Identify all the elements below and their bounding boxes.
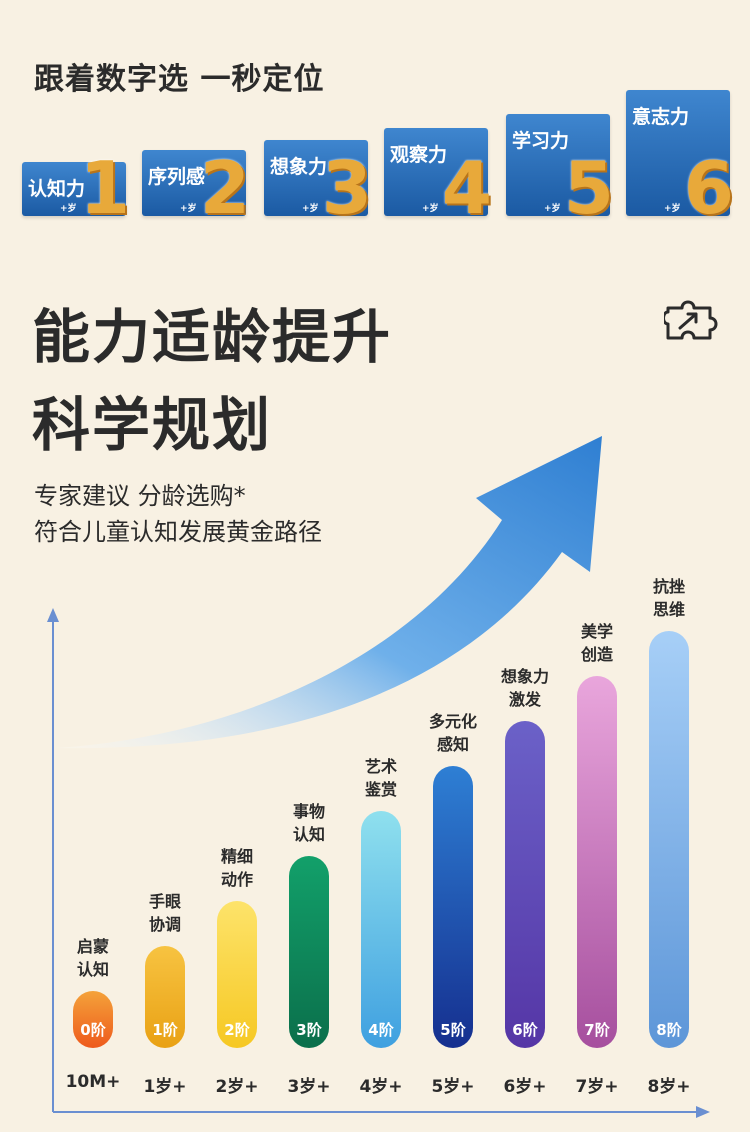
stage-label-line2: 激发 bbox=[508, 690, 541, 709]
badge-age: +岁 bbox=[664, 204, 681, 214]
stage-label-line1: 美学 bbox=[580, 622, 613, 641]
badge-age: +岁 bbox=[422, 204, 439, 214]
age-label: 8岁+ bbox=[647, 1077, 691, 1097]
stage-label: 多元化 感知 bbox=[413, 710, 493, 756]
stage-label: 事物 认知 bbox=[269, 800, 349, 846]
age-label: 3岁+ bbox=[287, 1077, 331, 1097]
subtitle-line2: 符合儿童认知发展黄金路径 bbox=[34, 518, 322, 546]
puzzle-icon bbox=[664, 300, 718, 340]
stage-label-line1: 抗挫 bbox=[652, 577, 685, 596]
badge-number: 1 bbox=[79, 146, 130, 230]
headline-line2: 科学规划 bbox=[32, 391, 273, 459]
age-badge-4: 观察力 +岁 4 bbox=[384, 128, 492, 224]
age-label: 2岁+ bbox=[215, 1077, 259, 1097]
stage-bar: 7阶 bbox=[577, 676, 617, 1048]
stage-bar: 6阶 bbox=[505, 721, 545, 1048]
badge-age: +岁 bbox=[544, 204, 561, 214]
stage-label-line1: 手眼 bbox=[148, 892, 181, 911]
age-badge-6: 意志力 +岁 6 bbox=[626, 90, 734, 224]
badge-number: 5 bbox=[563, 146, 614, 230]
stage-bar: 5阶 bbox=[433, 766, 473, 1048]
headline-line1: 能力适龄提升 bbox=[32, 303, 393, 371]
stage-bar: 8阶 bbox=[649, 631, 689, 1048]
x-axis-arrow bbox=[696, 1106, 710, 1118]
stage-label-line2: 认知 bbox=[292, 825, 325, 844]
badge-age: +岁 bbox=[60, 204, 77, 214]
stage-label-line2: 思维 bbox=[652, 600, 685, 619]
stage-label: 美学 创造 bbox=[557, 620, 637, 666]
stage-label-line2: 认知 bbox=[76, 960, 109, 979]
stage-label-line1: 想象力 bbox=[500, 667, 549, 686]
header-title: 跟着数字选 一秒定位 bbox=[34, 62, 325, 97]
subtitle-line1: 专家建议 分龄选购* bbox=[34, 482, 246, 510]
badge-number: 2 bbox=[199, 146, 250, 230]
stage-label-line2: 协调 bbox=[148, 915, 181, 934]
badge-label: 学习力 bbox=[512, 130, 570, 152]
stage-label-line2: 鉴赏 bbox=[364, 780, 397, 799]
badge-label: 意志力 bbox=[632, 106, 690, 128]
stage-number: 1阶 bbox=[152, 1021, 178, 1039]
badge-number: 4 bbox=[441, 146, 492, 230]
stage-bar: 2阶 bbox=[217, 901, 257, 1048]
stage-number: 4阶 bbox=[368, 1021, 394, 1039]
badge-label: 序列感 bbox=[148, 166, 206, 188]
badge-label: 想象力 bbox=[270, 156, 328, 178]
stage-number: 8阶 bbox=[656, 1021, 682, 1039]
stage-label: 精细 动作 bbox=[197, 845, 277, 891]
badge-number: 3 bbox=[321, 146, 372, 230]
badge-label: 观察力 bbox=[390, 144, 448, 166]
stage-label-line1: 事物 bbox=[292, 802, 325, 821]
age-badge-2: 序列感 +岁 2 bbox=[142, 150, 250, 224]
stage-number: 6阶 bbox=[512, 1021, 538, 1039]
stage-label-line1: 精细 bbox=[220, 847, 253, 866]
stage-label: 手眼 协调 bbox=[125, 890, 205, 936]
stage-label-line1: 启蒙 bbox=[76, 937, 109, 956]
age-badge-3: 想象力 +岁 3 bbox=[264, 140, 372, 224]
growth-arrow bbox=[56, 436, 602, 749]
stage-label-line1: 多元化 bbox=[428, 712, 477, 731]
badge-number: 6 bbox=[683, 146, 734, 230]
stage-number: 0阶 bbox=[80, 1021, 106, 1039]
stage-number: 5阶 bbox=[440, 1021, 466, 1039]
badge-age: +岁 bbox=[302, 204, 319, 214]
age-label: 10M+ bbox=[65, 1072, 121, 1092]
stage-bar: 3阶 bbox=[289, 856, 329, 1048]
age-label: 7岁+ bbox=[575, 1077, 619, 1097]
stage-label-line1: 艺术 bbox=[364, 757, 397, 776]
stage-label: 想象力 激发 bbox=[485, 665, 565, 711]
stage-label: 抗挫 思维 bbox=[629, 575, 709, 621]
age-label: 4岁+ bbox=[359, 1077, 403, 1097]
stage-number: 3阶 bbox=[296, 1021, 322, 1039]
stage-label: 启蒙 认知 bbox=[53, 935, 133, 981]
age-label: 6岁+ bbox=[503, 1077, 547, 1097]
stage-label-line2: 动作 bbox=[220, 870, 253, 889]
stage-number: 7阶 bbox=[584, 1021, 610, 1039]
stage-label-line2: 感知 bbox=[436, 735, 469, 754]
age-badge-5: 学习力 +岁 5 bbox=[506, 114, 614, 224]
stage-label: 艺术 鉴赏 bbox=[341, 755, 421, 801]
stage-label-line2: 创造 bbox=[580, 645, 613, 664]
stage-bar: 4阶 bbox=[361, 811, 401, 1048]
age-label: 5岁+ bbox=[431, 1077, 475, 1097]
stage-bar: 1阶 bbox=[145, 946, 185, 1048]
stage-bar: 0阶 bbox=[73, 991, 113, 1048]
badge-age: +岁 bbox=[180, 204, 197, 214]
age-badge-1: 认知力 +岁 1 bbox=[22, 152, 130, 224]
age-label: 1岁+ bbox=[143, 1077, 187, 1097]
y-axis-arrow bbox=[47, 608, 59, 622]
badge-label: 认知力 bbox=[28, 178, 86, 200]
stage-number: 2阶 bbox=[224, 1021, 250, 1039]
